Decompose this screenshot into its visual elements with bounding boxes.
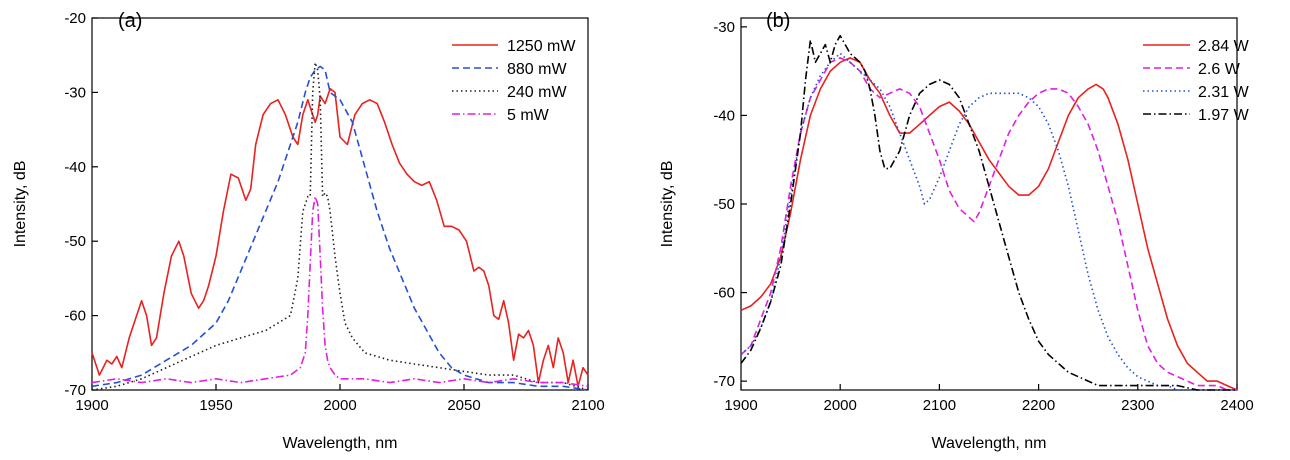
- ticks-b: 1900 2000 2100 2200 2300 2400 -70 -60 -50 -40 -30: [713, 19, 1253, 414]
- panel-label-b: (b): [766, 10, 790, 32]
- legend-label-b-3: 1.97 W: [1198, 107, 1250, 124]
- series-line-a-0: [91, 87, 589, 388]
- plot-area-b: [740, 17, 1238, 391]
- series-line-a-2: [91, 61, 589, 391]
- x-tick-label: 2100: [923, 397, 956, 414]
- x-tick-label: 2000: [824, 397, 857, 414]
- series-lines-a: [91, 61, 589, 391]
- x-tick-label: 1900: [75, 397, 108, 414]
- series-line-b-2: [740, 52, 1237, 391]
- x-tick-label: 2200: [1022, 397, 1055, 414]
- legend-b: 2.84 W 2.6 W 2.31 W 1.97 W: [1143, 38, 1250, 124]
- legend-label-a-0: 1250 mW: [507, 38, 576, 55]
- chart-panel-b: 1900 2000 2100 2200 2300 2400-70-60-50-40-30 …: [659, 10, 1254, 452]
- x-tick-label: 2050: [447, 397, 480, 414]
- series-line-b-1: [740, 57, 1237, 391]
- panel-label-a: (a): [118, 10, 142, 32]
- series-lines-b: [740, 34, 1238, 391]
- legend-label-b-0: 2.84 W: [1198, 38, 1250, 55]
- x-tick-label: 2000: [323, 397, 356, 414]
- y-tick-label: -30: [64, 84, 86, 101]
- series-line-b-3: [740, 34, 1237, 391]
- y-tick-label: -40: [713, 107, 735, 124]
- legend-label-a-1: 880 mW: [507, 61, 567, 78]
- y-tick-label: -60: [64, 308, 86, 325]
- ticks-a: 1900 1950 2000 2050 2100 -70 -60 -50 -40 -30 -20: [64, 10, 604, 414]
- x-tick-label: 2300: [1121, 397, 1154, 414]
- y-tick-label: -30: [713, 19, 735, 36]
- x-axis-label-a: Wavelength, nm: [282, 435, 397, 452]
- x-tick-label: 1900: [724, 397, 757, 414]
- legend-label-a-3: 5 mW: [507, 107, 550, 124]
- y-tick-label: -60: [713, 285, 735, 302]
- chart-panel-a: 1900 1950 2000 2050 2100 -70 -60 -50 -40 -30 -20 (…: [12, 10, 605, 452]
- series-line-a-3: [91, 195, 589, 388]
- y-tick-label: -50: [713, 196, 735, 213]
- x-tick-label: 2400: [1220, 397, 1253, 414]
- y-tick-label: -40: [64, 159, 86, 176]
- legend-label-b-2: 2.31 W: [1198, 84, 1250, 101]
- y-axis-label-b: Intensity, dB: [659, 161, 676, 248]
- legend-label-a-2: 240 mW: [507, 84, 567, 101]
- x-tick-label: 1950: [199, 397, 232, 414]
- series-line-b-0: [740, 57, 1238, 391]
- y-tick-label: -20: [64, 10, 86, 27]
- y-axis-label-a: Intensity, dB: [12, 161, 29, 248]
- y-tick-label: -50: [64, 233, 86, 250]
- x-axis-label-b: Wavelength, nm: [931, 435, 1046, 452]
- legend-label-b-1: 2.6 W: [1198, 61, 1241, 78]
- x-tick-label: 2100: [571, 397, 604, 414]
- y-tick-label: -70: [64, 382, 86, 399]
- y-tick-label: -70: [713, 373, 735, 390]
- legend-a: 1250 mW 880 mW 240 mW 5 mW: [452, 38, 576, 124]
